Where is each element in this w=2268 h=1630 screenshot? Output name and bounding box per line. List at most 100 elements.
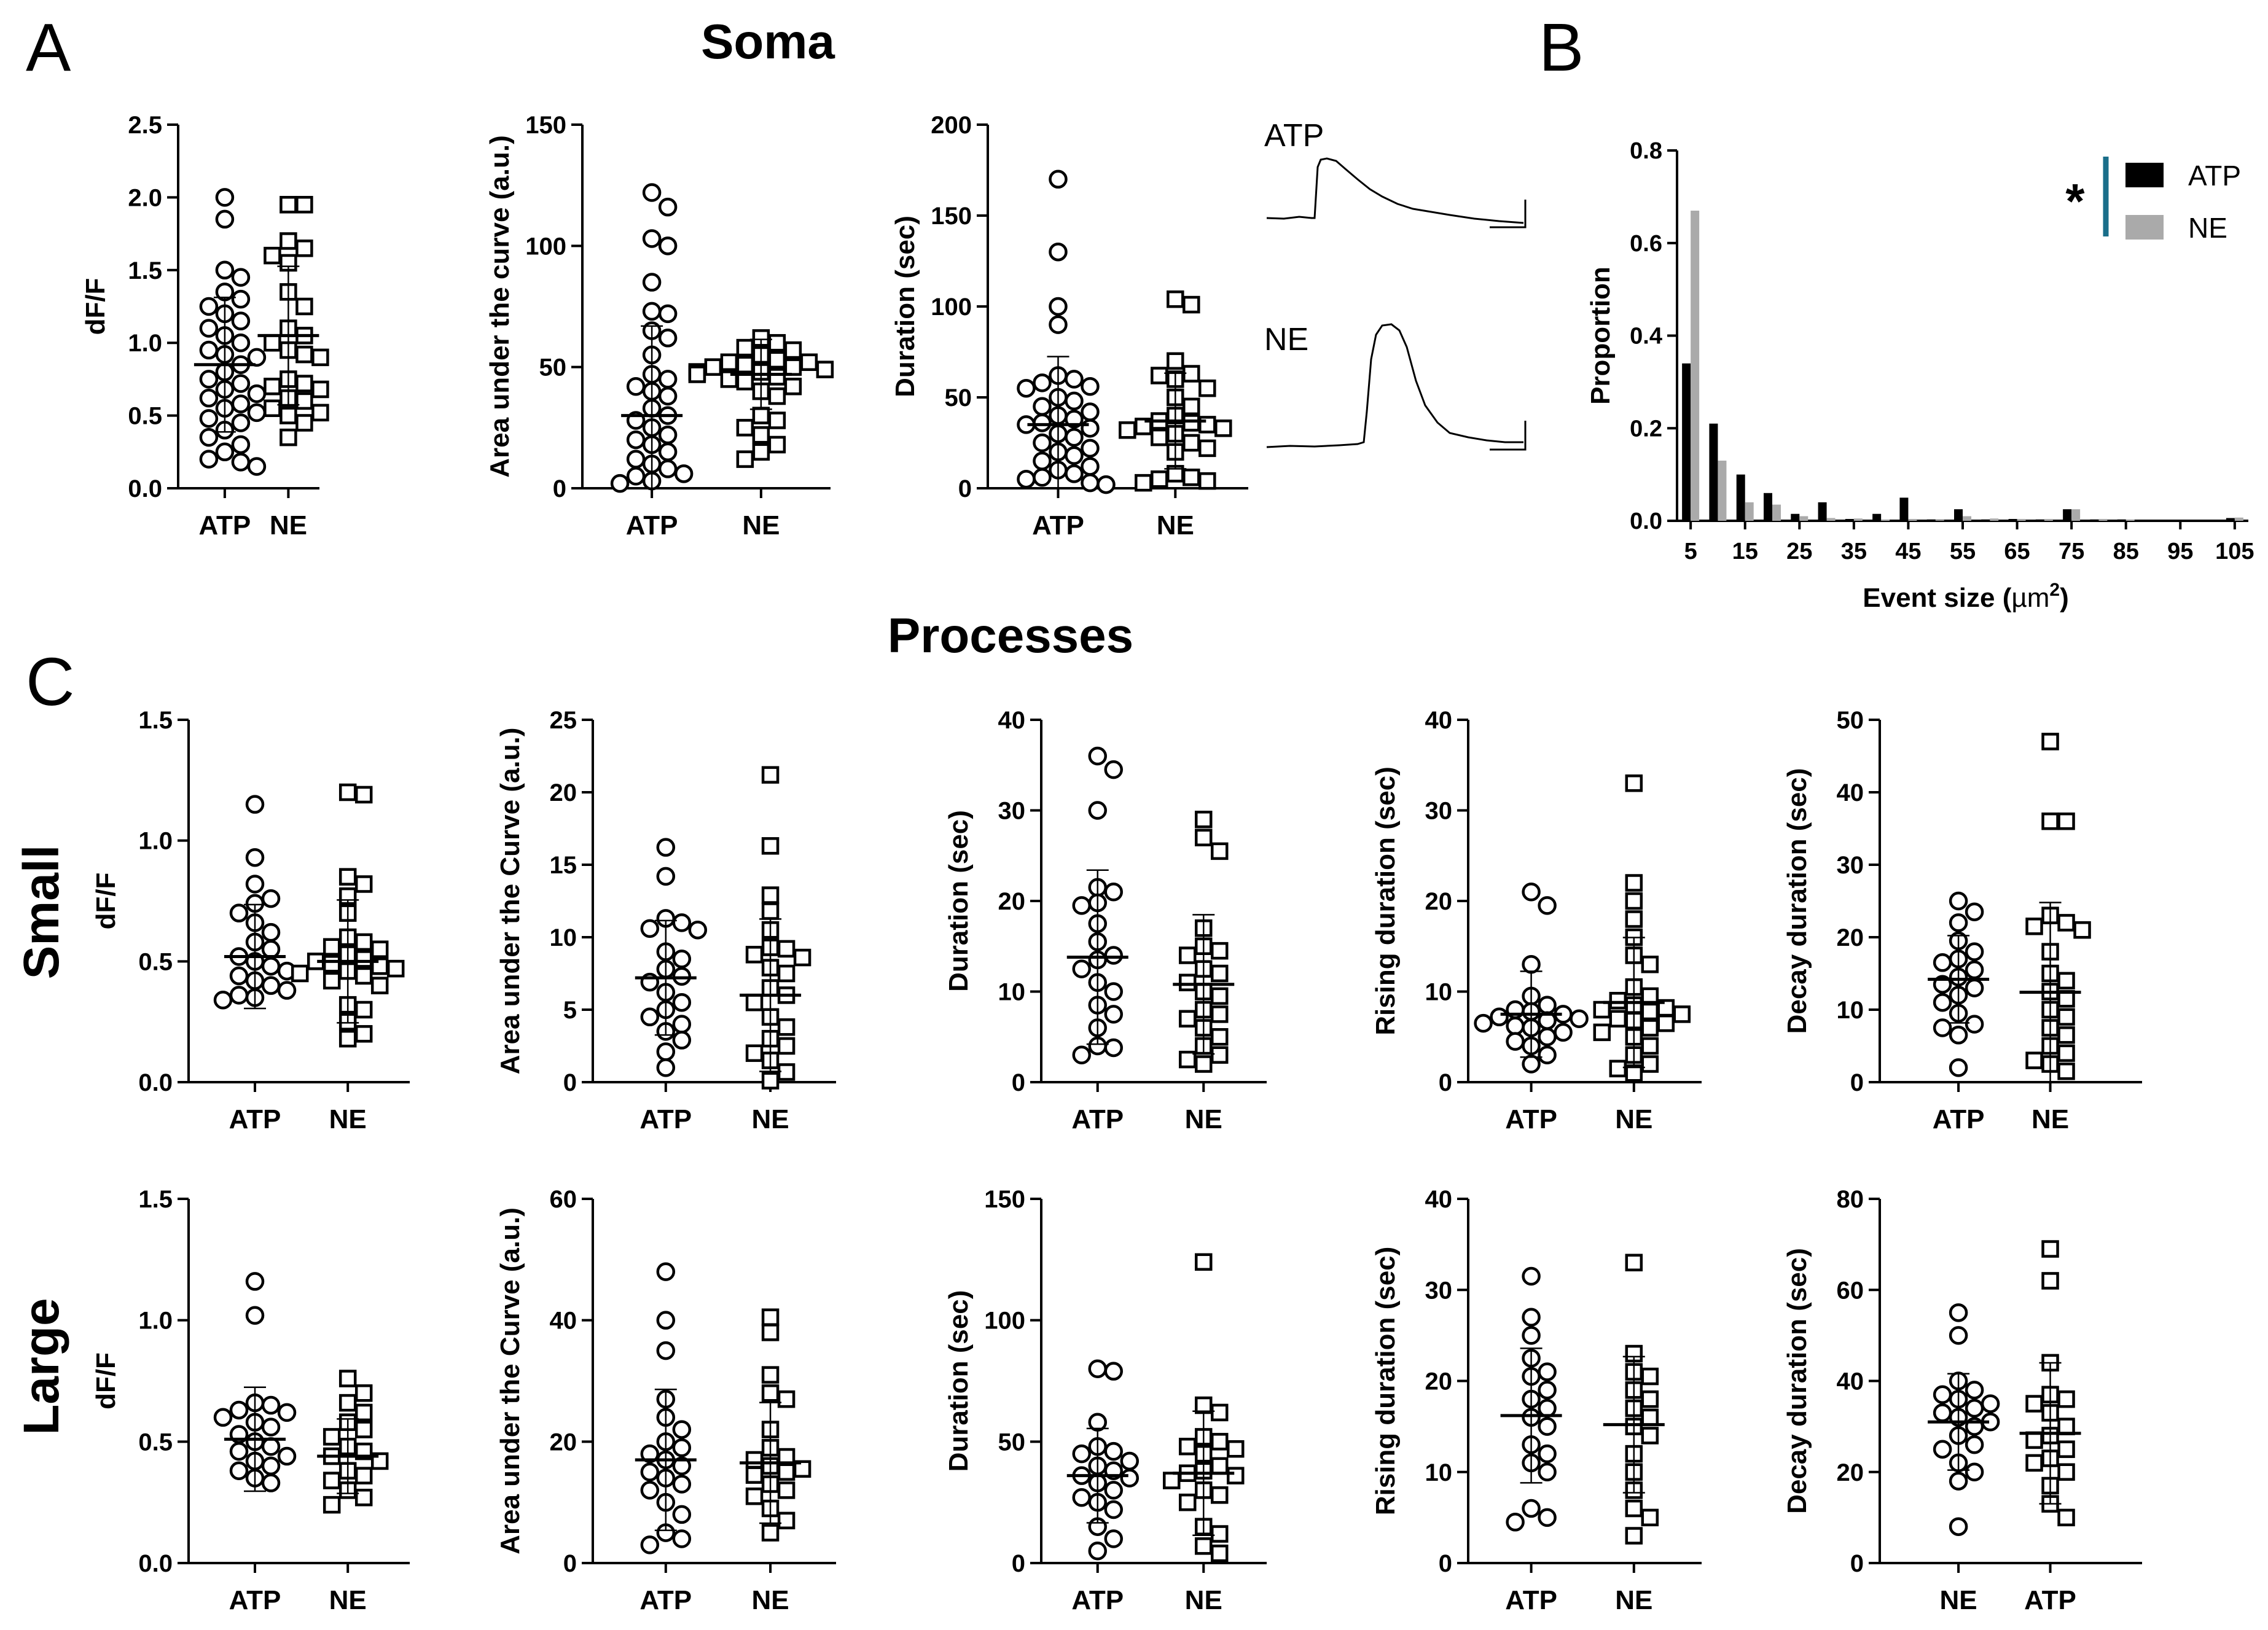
data-point-atp: [672, 1456, 692, 1476]
data-point-ne: [311, 404, 329, 422]
data-point-atp: [1522, 1266, 1541, 1286]
bar-atp: [1791, 513, 1800, 521]
data-point-atp: [1088, 1541, 1107, 1561]
data-point-ne: [2057, 972, 2075, 990]
x-tick-label: ATP: [626, 510, 678, 540]
data-point-atp: [626, 430, 646, 450]
data-point-ne: [761, 1384, 780, 1402]
data-point-ne: [704, 358, 722, 376]
x-tick-label: 75: [2059, 539, 2084, 564]
data-point-ne: [1210, 1046, 1229, 1064]
data-point-atp: [2057, 1390, 2075, 1408]
data-point-ne: [354, 1000, 373, 1019]
data-point-ne: [1625, 1527, 1643, 1545]
data-point-atp: [1522, 1055, 1541, 1074]
data-point-atp: [1104, 982, 1123, 1001]
data-point-atp: [1088, 801, 1107, 820]
data-point-ne: [768, 387, 786, 405]
data-point-atp: [231, 394, 251, 413]
bar-ne: [1745, 502, 1754, 521]
data-point-ne: [1641, 1055, 1659, 1073]
data-point-atp: [215, 188, 235, 207]
data-point-atp: [1538, 996, 1557, 1015]
data-point-ne: [1609, 1010, 1627, 1028]
data-point-ne: [1965, 1435, 1984, 1454]
data-point-ne: [338, 783, 357, 801]
data-point-atp: [261, 922, 281, 942]
data-point-atp: [658, 442, 678, 462]
data-point-atp: [2025, 1454, 2043, 1472]
y-tick-label: 20: [1425, 888, 1453, 915]
data-point-ne: [2057, 990, 2075, 1008]
data-point-ne: [323, 955, 341, 973]
data-point-ne: [736, 338, 754, 357]
y-tick-label: 10: [550, 924, 577, 951]
data-point-atp: [1104, 1362, 1123, 1381]
data-point-ne: [354, 933, 373, 951]
data-point-ne: [2025, 1051, 2043, 1069]
atp-trace: [1266, 157, 1524, 224]
data-point-ne: [1178, 1437, 1197, 1456]
data-point-ne: [280, 428, 297, 446]
data-point-atp: [626, 467, 646, 486]
data-point-atp: [1081, 419, 1100, 438]
data-point-atp: [2057, 1440, 2075, 1458]
data-point-atp: [1506, 1513, 1525, 1532]
bar-ne: [1963, 516, 1971, 521]
y-tick-label: 0: [1012, 1550, 1025, 1577]
data-point-ne: [1625, 1254, 1643, 1272]
y-tick-label: 100: [525, 233, 566, 260]
data-point-ne: [1641, 1427, 1659, 1445]
data-point-atp: [1965, 978, 1984, 997]
data-point-ne: [1625, 910, 1643, 928]
data-point-ne: [745, 1044, 764, 1063]
data-point-ne: [1226, 1467, 1245, 1484]
data-point-ne: [761, 837, 780, 855]
data-point-atp: [1065, 446, 1084, 465]
data-point-atp: [642, 183, 662, 202]
data-point-atp: [2025, 1395, 2043, 1413]
legend-swatch-ne: [2125, 215, 2164, 240]
data-point-ne: [736, 450, 754, 468]
y-tick-label: 10: [1425, 979, 1453, 1006]
y-tick-label: 20: [1837, 924, 1864, 951]
x-tick-label: ATP: [2024, 1585, 2076, 1615]
data-point-atp: [1049, 315, 1068, 334]
data-point-atp: [261, 940, 281, 959]
data-point-atp: [231, 311, 251, 330]
data-point-atp: [1538, 896, 1557, 915]
data-point-ne: [1933, 1403, 1952, 1422]
y-tick-label: 0.2: [1630, 416, 1662, 442]
y-tick-label: 30: [1425, 798, 1453, 825]
data-point-ne: [1593, 1000, 1611, 1019]
data-point-atp: [277, 981, 297, 1000]
data-point-ne: [777, 1481, 796, 1499]
data-point-atp: [1538, 1508, 1557, 1527]
data-point-atp: [229, 966, 249, 986]
data-point-atp: [1120, 1451, 1139, 1471]
data-point-ne: [311, 380, 329, 399]
data-point-ne: [295, 392, 313, 410]
data-point-atp: [247, 348, 267, 367]
data-point-atp: [640, 919, 660, 938]
data-point-ne: [784, 358, 802, 376]
data-point-ne: [1933, 1440, 1952, 1459]
data-point-ne: [1210, 964, 1229, 983]
bar-atp: [1736, 474, 1745, 521]
data-point-atp: [229, 1400, 249, 1420]
data-point-atp: [640, 1481, 660, 1500]
bar-atp: [2063, 509, 2072, 521]
data-point-ne: [264, 399, 281, 418]
data-point-atp: [245, 875, 265, 894]
data-point-ne: [761, 1308, 780, 1326]
data-point-ne: [1183, 434, 1200, 452]
y-tick-label: 0.0: [1630, 509, 1662, 534]
x-tick-label: ATP: [229, 1585, 281, 1615]
x-tick-label: NE: [1157, 510, 1194, 540]
data-point-ne: [1609, 992, 1627, 1010]
row-label-small: Small: [14, 845, 69, 980]
data-point-atp: [672, 1031, 692, 1050]
data-point-ne: [1609, 1059, 1627, 1078]
bar-ne: [1772, 504, 1781, 521]
y-tick-label: 0.0: [138, 1550, 173, 1577]
